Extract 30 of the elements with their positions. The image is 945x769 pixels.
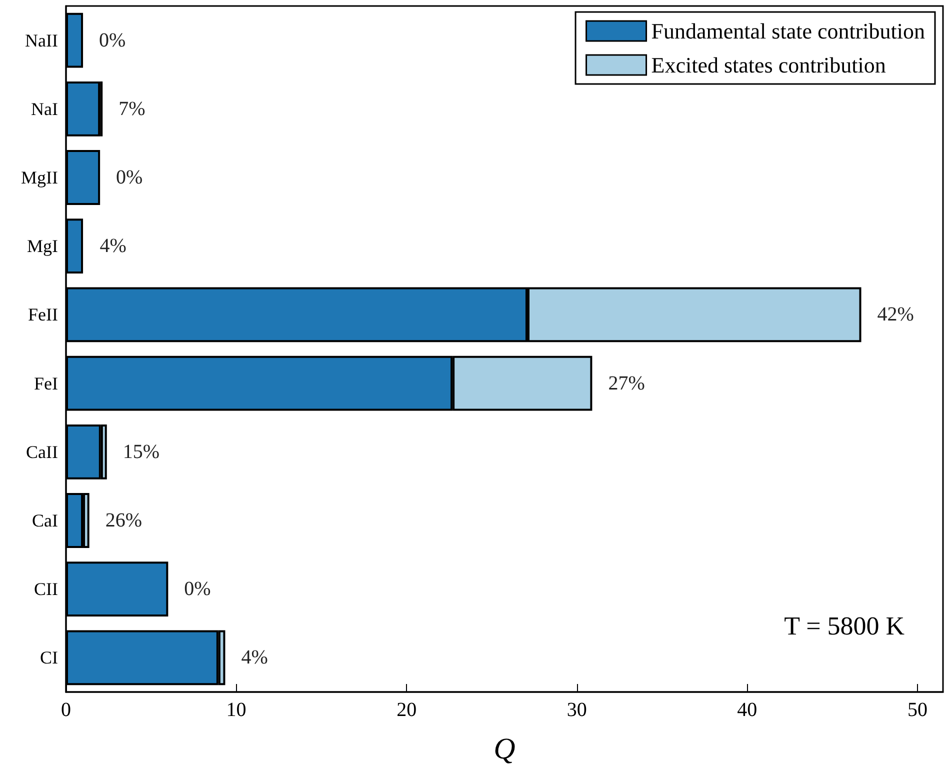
y-tick-label: MgII (21, 168, 58, 188)
annotation: 26% (105, 510, 142, 532)
x-tick-label: 10 (226, 699, 246, 721)
x-tick-label: 20 (396, 699, 417, 721)
annotation: 4% (241, 646, 268, 669)
y-tick-label: NaI (31, 98, 58, 119)
annotation: 15% (122, 440, 160, 463)
x-tick-label: 30 (566, 699, 587, 721)
y-tick-label: NaII (25, 30, 58, 50)
y-tick-label: CaI (32, 510, 58, 530)
annotation: 4% (100, 235, 126, 258)
x-tick-label: 50 (907, 699, 928, 721)
y-tick-label: FeII (28, 304, 58, 325)
y-tick-label: CI (40, 648, 58, 668)
annotation: 0% (99, 29, 126, 52)
x-tick-label: 40 (737, 699, 758, 721)
annotation: 27% (608, 372, 645, 394)
legend-label: Fundamental state contribution (651, 18, 926, 44)
y-tick-label: MgI (27, 236, 58, 256)
annotation: 0% (116, 166, 143, 188)
x-axis-title: Q (494, 732, 516, 766)
legend-label: Excited states contribution (651, 52, 886, 78)
y-tick-label: CII (34, 579, 58, 600)
annotation: T = 5800 K (784, 612, 905, 640)
annotation: 7% (118, 98, 146, 120)
y-tick-label: FeI (34, 373, 58, 394)
x-tick-label: 0 (61, 699, 71, 721)
annotation: 0% (184, 578, 211, 600)
annotation: 42% (877, 304, 914, 326)
y-tick-label: CaII (26, 442, 58, 462)
